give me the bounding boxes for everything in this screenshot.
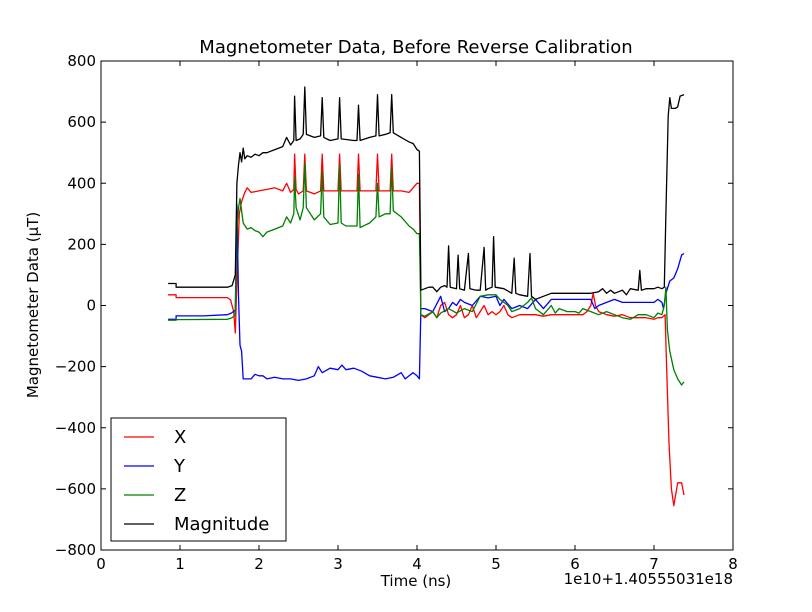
legend: XYZ Magnitude xyxy=(111,418,286,541)
x-tick-label: 2 xyxy=(254,555,264,573)
x-tick-label: 4 xyxy=(412,555,422,573)
x-tick-label: 1 xyxy=(175,555,185,573)
y-tick-label: −400 xyxy=(55,419,96,437)
legend-label-y: Y xyxy=(173,456,186,477)
chart-title: Magnetometer Data, Before Reverse Calibr… xyxy=(199,37,632,58)
y-axis-label: Magnetometer Data (μT) xyxy=(24,212,42,398)
y-tick-label: −600 xyxy=(55,480,96,498)
y-tick-label: −200 xyxy=(55,358,96,376)
legend-label-z: Z xyxy=(174,485,186,506)
legend-label-magnitude: Magnitude xyxy=(174,514,269,535)
y-tick-label: 200 xyxy=(67,235,96,253)
x-tick-label: 0 xyxy=(96,555,106,573)
x-axis-label: Time (ns) xyxy=(380,572,452,590)
y-tick-label: −800 xyxy=(55,541,96,559)
y-tick-label: 0 xyxy=(86,297,96,315)
legend-label-x: X xyxy=(174,427,186,448)
y-tick-label: 400 xyxy=(67,174,96,192)
y-tick-label: 600 xyxy=(67,113,96,131)
x-axis-offset-label: 1e10+1.40555031e18 xyxy=(564,570,733,588)
x-tick-label: 5 xyxy=(491,555,501,573)
x-tick-label: 3 xyxy=(333,555,343,573)
y-tick-label: 800 xyxy=(67,52,96,70)
